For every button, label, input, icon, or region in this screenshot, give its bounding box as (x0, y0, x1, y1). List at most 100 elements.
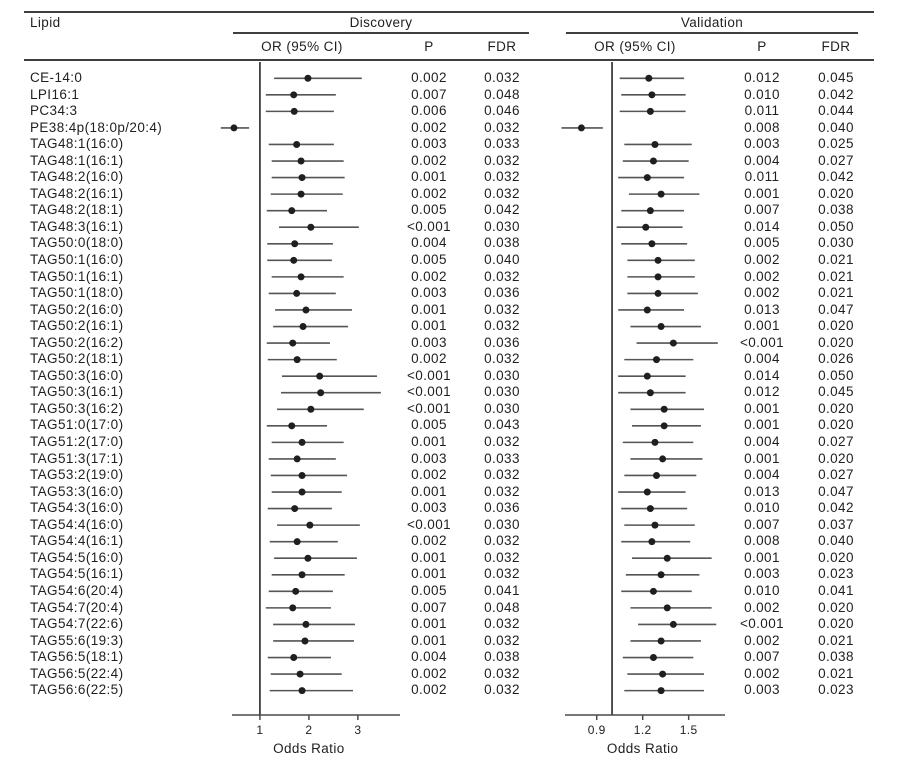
validation-p-value: 0.010 (744, 582, 780, 598)
discovery-fdr-header: FDR (487, 39, 517, 54)
lipid-label: TAG51:2(17:0) (30, 434, 124, 450)
discovery-p-value: 0.001 (411, 301, 447, 317)
lipid-label: TAG50:3(16:1) (30, 384, 124, 400)
validation-fdr-value: 0.023 (818, 566, 854, 582)
table-row: TAG56:5(18:1) 0.004 0.038 0.007 0.038 (0, 649, 900, 666)
or-dot (291, 240, 299, 248)
validation-fdr-value: 0.021 (818, 268, 854, 284)
validation-p-value: 0.008 (744, 533, 780, 549)
validation-fdr-value: 0.020 (818, 450, 854, 466)
discovery-fdr-value: 0.032 (484, 351, 520, 367)
validation-fdr-value: 0.045 (818, 70, 854, 85)
discovery-p-value: 0.002 (411, 152, 447, 168)
validation-fdr-value: 0.050 (818, 367, 854, 383)
table-row: TAG56:5(22:4) 0.002 0.032 0.002 0.021 (0, 666, 900, 683)
or-dot (649, 587, 657, 595)
discovery-fdr-value: 0.046 (484, 103, 520, 119)
validation-p-value: 0.001 (744, 318, 780, 334)
validation-fdr-value: 0.030 (818, 235, 854, 251)
validation-p-value: 0.012 (744, 384, 780, 400)
validation-p-value: 0.001 (744, 450, 780, 466)
discovery-p-value: 0.003 (411, 500, 447, 516)
validation-fdr-value: 0.042 (818, 169, 854, 185)
validation-p-value: 0.001 (744, 185, 780, 201)
top-rule (24, 11, 874, 13)
or-dot (651, 438, 659, 446)
rows: CE-14:0 0.002 0.032 0.012 0.045 LPI16:1 0.007 0… (0, 70, 900, 699)
lipid-label: LPI16:1 (30, 86, 80, 102)
or-dot (299, 323, 307, 331)
axis-title: Odds Ratio (273, 741, 345, 756)
validation-p-value: <0.001 (739, 334, 785, 350)
discovery-fdr-value: 0.030 (484, 384, 520, 400)
validation-p-value: 0.003 (744, 682, 780, 698)
table-row: TAG54:7(20:4) 0.007 0.048 0.002 0.020 (0, 600, 900, 617)
validation-fdr-value: 0.040 (818, 119, 854, 135)
or-dot (645, 74, 653, 82)
validation-fdr-value: 0.021 (818, 632, 854, 648)
discovery-fdr-value: 0.040 (484, 252, 520, 268)
or-dot (289, 604, 297, 612)
lipid-label: TAG51:0(17:0) (30, 417, 124, 433)
or-dot (290, 256, 298, 264)
table-row: TAG54:5(16:0) 0.001 0.032 0.001 0.020 (0, 550, 900, 567)
lipid-label: TAG50:1(16:0) (30, 252, 124, 268)
discovery-p-value: 0.004 (411, 649, 447, 665)
discovery-p-value: 0.002 (411, 185, 447, 201)
discovery-fdr-value: 0.032 (484, 119, 520, 135)
lipid-label: TAG54:3(16:0) (30, 500, 124, 516)
discovery-fdr-value: 0.036 (484, 334, 520, 350)
validation-fdr-value: 0.027 (818, 434, 854, 450)
discovery-group-header: Discovery (349, 15, 413, 30)
table-row: TAG48:2(16:1) 0.002 0.032 0.001 0.020 (0, 186, 900, 203)
lipid-label: TAG56:6(22:5) (30, 682, 124, 698)
discovery-p-value: 0.007 (411, 599, 447, 615)
discovery-p-value: 0.002 (411, 119, 447, 135)
discovery-fdr-value: 0.032 (484, 169, 520, 185)
validation-fdr-value: 0.020 (818, 417, 854, 433)
header-body-rule (24, 59, 874, 61)
validation-p-value: 0.014 (744, 367, 780, 383)
table-row: TAG50:3(16:0) <0.001 0.030 0.014 0.050 (0, 368, 900, 385)
or-dot (297, 157, 305, 165)
discovery-fdr-value: 0.032 (484, 533, 520, 549)
discovery-p-value: 0.001 (411, 483, 447, 499)
validation-p-value: 0.011 (744, 169, 780, 185)
validation-fdr-value: 0.042 (818, 500, 854, 516)
or-dot (642, 223, 650, 231)
validation-fdr-value: 0.020 (818, 616, 854, 632)
table-row: TAG51:0(17:0) 0.005 0.043 0.001 0.020 (0, 417, 900, 434)
validation-fdr-value: 0.023 (818, 682, 854, 698)
or-dot (316, 372, 324, 380)
discovery-p-value: 0.001 (411, 169, 447, 185)
validation-fdr-header: FDR (821, 39, 851, 54)
or-dot (298, 438, 306, 446)
validation-fdr-value: 0.020 (818, 318, 854, 334)
or-dot (298, 571, 306, 579)
discovery-fdr-value: 0.032 (484, 632, 520, 648)
or-dot (654, 289, 662, 297)
lipid-label: TAG54:5(16:1) (30, 566, 124, 582)
validation-p-value: 0.003 (744, 136, 780, 152)
discovery-fdr-value: 0.036 (484, 500, 520, 516)
discovery-fdr-value: 0.030 (484, 367, 520, 383)
validation-p-header: P (757, 39, 767, 54)
or-dot (292, 587, 300, 595)
discovery-p-value: 0.005 (411, 252, 447, 268)
or-dot (648, 91, 656, 99)
lipid-label: TAG54:7(22:6) (30, 616, 124, 632)
discovery-p-value: 0.001 (411, 549, 447, 565)
discovery-p-value: 0.002 (411, 533, 447, 549)
validation-or-header: OR (95% CI) (594, 39, 676, 54)
discovery-fdr-value: 0.038 (484, 235, 520, 251)
discovery-p-value: 0.002 (411, 467, 447, 483)
or-dot (646, 389, 654, 397)
or-dot (293, 538, 301, 546)
discovery-fdr-value: 0.030 (484, 218, 520, 234)
lipid-label: TAG48:2(16:0) (30, 169, 124, 185)
lipid-label: TAG50:3(16:0) (30, 367, 124, 383)
validation-fdr-value: 0.021 (818, 285, 854, 301)
or-dot (293, 140, 301, 148)
validation-fdr-value: 0.026 (818, 351, 854, 367)
or-dot (669, 339, 677, 347)
